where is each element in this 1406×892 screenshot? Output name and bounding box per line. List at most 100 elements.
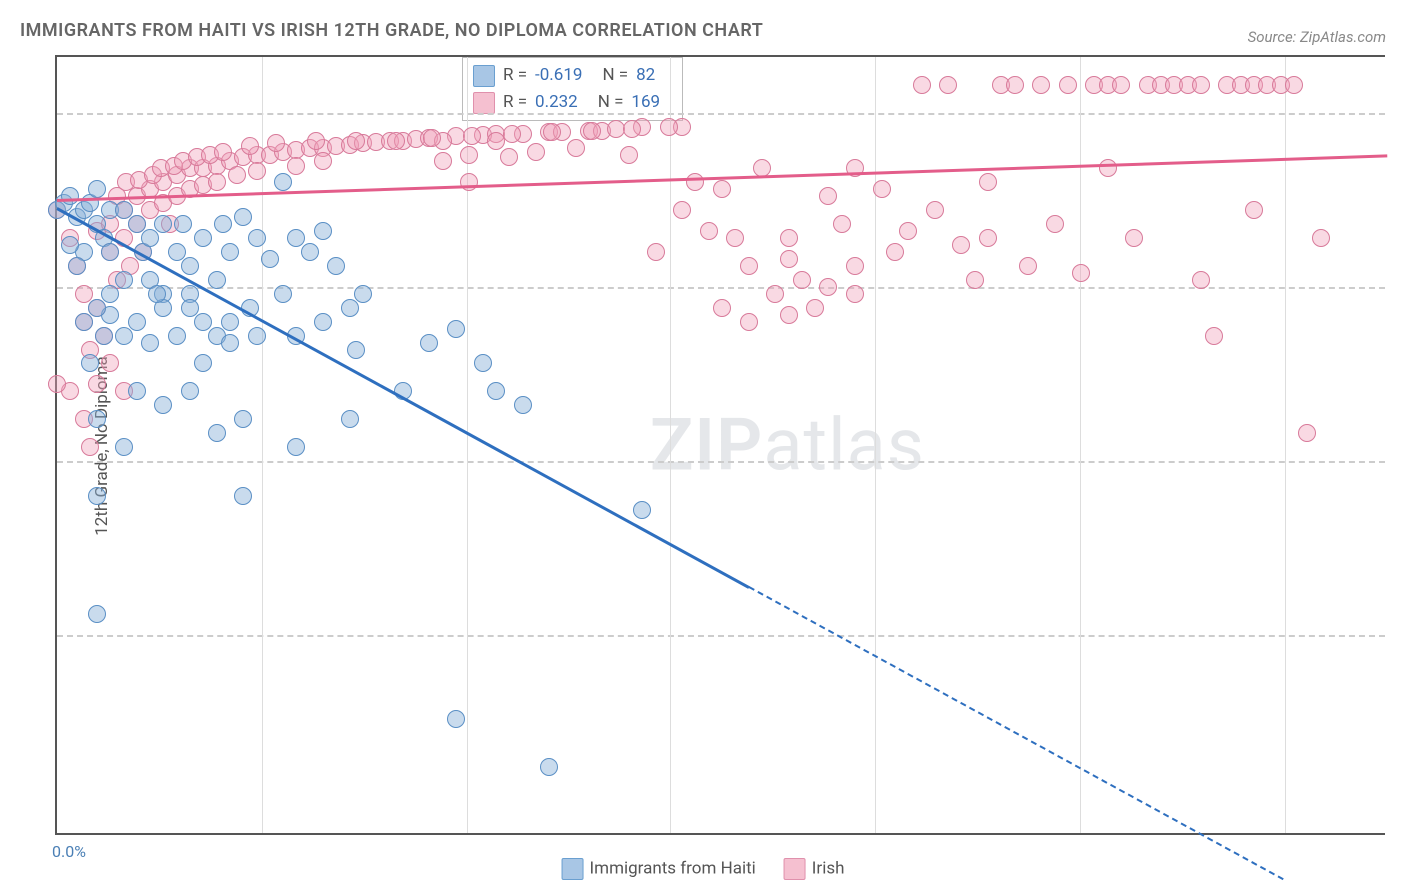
data-point-irish <box>846 285 864 303</box>
data-point-irish <box>241 137 259 155</box>
data-point-irish <box>423 129 441 147</box>
legend-n-label: N = <box>602 62 628 89</box>
data-point-haiti <box>248 229 266 247</box>
data-point-haiti <box>95 327 113 345</box>
data-point-irish <box>1245 201 1263 219</box>
data-point-irish <box>228 166 246 184</box>
data-point-irish <box>726 229 744 247</box>
chart-plot-area: ZIPatlas R = -0.619 N = 82 R = 0.232 N =… <box>55 55 1385 835</box>
data-point-irish <box>700 222 718 240</box>
data-point-irish <box>88 375 106 393</box>
data-point-irish <box>979 173 997 191</box>
legend-item-irish: Irish <box>784 858 845 880</box>
data-point-irish <box>740 313 758 331</box>
data-point-haiti <box>174 215 192 233</box>
data-point-haiti <box>287 438 305 456</box>
data-point-haiti <box>115 271 133 289</box>
data-point-irish <box>873 180 891 198</box>
data-point-irish <box>387 132 405 150</box>
data-point-irish <box>913 76 931 94</box>
data-point-haiti <box>88 180 106 198</box>
data-point-irish <box>434 152 452 170</box>
source-attribution: Source: ZipAtlas.com <box>1248 28 1386 46</box>
data-point-irish <box>819 278 837 296</box>
data-point-irish <box>567 139 585 157</box>
data-point-haiti <box>154 215 172 233</box>
source-label: Source: <box>1248 28 1297 46</box>
data-point-haiti <box>633 501 651 519</box>
data-point-irish <box>463 127 481 145</box>
data-point-irish <box>287 157 305 175</box>
data-point-irish <box>819 187 837 205</box>
data-point-irish <box>1046 215 1064 233</box>
watermark-bold: ZIP <box>650 403 763 488</box>
legend-r-haiti: -0.619 <box>535 62 582 89</box>
data-point-haiti <box>420 334 438 352</box>
data-point-irish <box>713 180 731 198</box>
data-point-haiti <box>168 327 186 345</box>
gridline-horizontal <box>57 287 1385 289</box>
legend-item-haiti: Immigrants from Haiti <box>562 858 756 880</box>
data-point-irish <box>81 438 99 456</box>
data-point-irish <box>48 375 66 393</box>
data-point-irish <box>460 146 478 164</box>
data-point-irish <box>673 201 691 219</box>
legend-n-haiti: 82 <box>636 62 655 89</box>
data-point-haiti <box>214 215 232 233</box>
data-point-haiti <box>221 243 239 261</box>
data-point-haiti <box>115 438 133 456</box>
data-point-irish <box>1205 327 1223 345</box>
data-point-haiti <box>68 257 86 275</box>
legend-swatch-haiti-icon <box>562 858 584 880</box>
data-point-irish <box>952 236 970 254</box>
data-point-haiti <box>314 222 332 240</box>
data-point-irish <box>1099 159 1117 177</box>
data-point-irish <box>248 162 266 180</box>
data-point-haiti <box>141 229 159 247</box>
gridline-horizontal <box>57 461 1385 463</box>
data-point-irish <box>314 152 332 170</box>
gridline-vertical <box>1080 57 1081 833</box>
data-point-irish <box>1192 76 1210 94</box>
data-point-haiti <box>301 243 319 261</box>
source-name: ZipAtlas.com <box>1300 28 1386 46</box>
data-point-haiti <box>314 313 332 331</box>
data-point-irish <box>527 143 545 161</box>
data-point-haiti <box>274 285 292 303</box>
data-point-irish <box>833 215 851 233</box>
data-point-irish <box>899 222 917 240</box>
data-point-irish <box>307 132 325 150</box>
data-point-haiti <box>487 382 505 400</box>
legend-swatch-haiti <box>473 65 495 87</box>
data-point-irish <box>979 229 997 247</box>
data-point-irish <box>214 143 232 161</box>
data-point-irish <box>1032 76 1050 94</box>
data-point-irish <box>686 173 704 191</box>
legend-r-label: R = <box>503 62 527 89</box>
data-point-irish <box>966 271 984 289</box>
data-point-haiti <box>234 208 252 226</box>
series-legend: Immigrants from Haiti Irish <box>562 858 845 880</box>
legend-label-irish: Irish <box>812 858 845 878</box>
data-point-irish <box>1112 76 1130 94</box>
legend-swatch-irish <box>473 92 495 114</box>
chart-title: IMMIGRANTS FROM HAITI VS IRISH 12TH GRAD… <box>20 20 763 41</box>
data-point-haiti <box>274 173 292 191</box>
data-point-haiti <box>154 396 172 414</box>
gridline-vertical <box>670 57 671 833</box>
data-point-haiti <box>61 236 79 254</box>
data-point-haiti <box>115 327 133 345</box>
data-point-irish <box>347 132 365 150</box>
data-point-irish <box>886 243 904 261</box>
data-point-haiti <box>181 257 199 275</box>
watermark-light: atlas <box>763 403 925 488</box>
data-point-haiti <box>101 285 119 303</box>
data-point-irish <box>460 173 478 191</box>
data-point-haiti <box>221 334 239 352</box>
data-point-haiti <box>208 424 226 442</box>
data-point-haiti <box>148 285 166 303</box>
data-point-haiti <box>354 285 372 303</box>
gridline-horizontal <box>57 635 1385 637</box>
data-point-irish <box>623 120 641 138</box>
data-point-irish <box>1285 76 1303 94</box>
